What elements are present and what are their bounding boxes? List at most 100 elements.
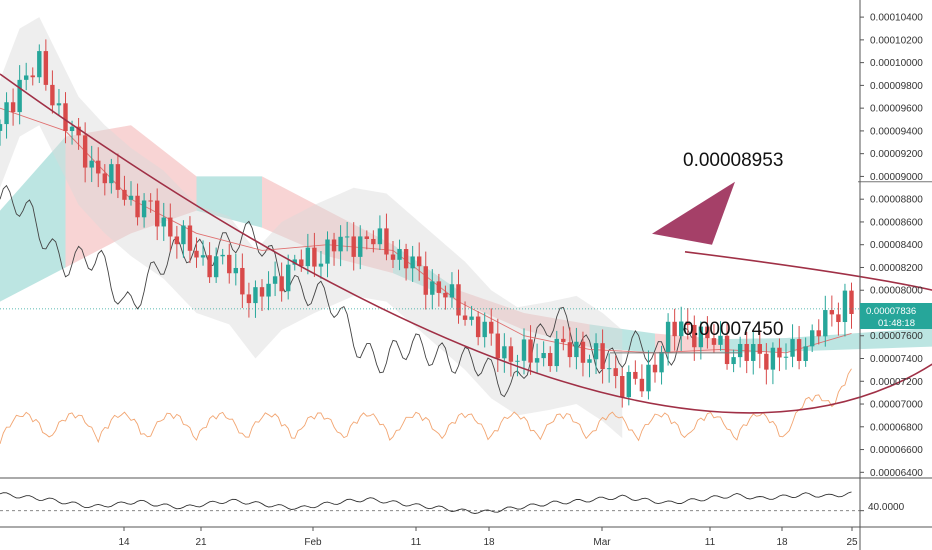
- candle-body: [200, 255, 206, 258]
- candle-body: [436, 281, 442, 293]
- candle-body: [475, 316, 481, 338]
- candle-body: [364, 236, 369, 239]
- candle-body: [665, 321, 671, 352]
- candle-body: [69, 126, 75, 132]
- candle-body: [56, 103, 62, 106]
- lower-level-label: 0.00007450: [683, 319, 783, 340]
- price-tick-label: 0.00008000: [870, 286, 923, 297]
- candle-body: [63, 103, 68, 132]
- candle-body: [109, 164, 114, 184]
- candle-body: [161, 217, 166, 227]
- price-pane[interactable]: [0, 17, 932, 479]
- price-tick-label: 0.00006800: [870, 422, 923, 433]
- candle-countdown: 01:48:18: [878, 318, 915, 329]
- candle-body: [17, 79, 22, 113]
- candle-body: [168, 217, 173, 237]
- candle-body: [76, 126, 81, 136]
- candle-body: [482, 321, 487, 338]
- candle-body: [266, 283, 271, 297]
- candle-body: [462, 315, 468, 320]
- candle-body: [777, 347, 782, 358]
- candle-body: [593, 343, 599, 360]
- candle-body: [443, 292, 448, 298]
- candle-body: [587, 359, 592, 363]
- price-tick-label: 0.00010200: [870, 35, 923, 46]
- target-arrow-head: [652, 181, 735, 245]
- candle-body: [796, 339, 802, 361]
- candle-body: [24, 75, 29, 80]
- price-tick-label: 0.00007200: [870, 377, 923, 388]
- candle-body: [554, 338, 559, 367]
- candle-body: [508, 346, 514, 362]
- candle-body: [692, 324, 697, 348]
- time-tick-label: 11: [411, 537, 422, 548]
- price-tick-label: 0.00009600: [870, 104, 923, 115]
- candle-body: [371, 238, 376, 245]
- price-tick-label: 0.00008400: [870, 240, 923, 251]
- candle-body: [155, 200, 160, 227]
- candle-body: [207, 255, 212, 278]
- candle-body: [633, 371, 638, 379]
- price-tick-label: 0.00007000: [870, 400, 923, 411]
- candle-body: [764, 353, 769, 370]
- candle-body: [502, 346, 507, 359]
- candle-body: [417, 256, 422, 267]
- candle-body: [534, 358, 540, 363]
- rsi-pane[interactable]: [0, 491, 864, 514]
- candle-body: [141, 200, 147, 218]
- candle-body: [620, 376, 625, 398]
- candle-body: [82, 135, 88, 168]
- candle-body: [194, 250, 199, 258]
- time-tick-label: 18: [483, 537, 495, 548]
- time-axis[interactable]: 14 21 Feb 11 18 Mar 11 18 25: [0, 526, 932, 548]
- price-tick-label: 0.00007600: [870, 331, 923, 342]
- candle-body: [521, 339, 527, 361]
- ichimoku-cloud-segment: [65, 125, 131, 268]
- candle-body: [128, 195, 134, 200]
- candle-body: [449, 284, 455, 298]
- candle-body: [338, 236, 343, 252]
- candle-body: [299, 259, 304, 267]
- price-axis[interactable]: 0.00010400 0.00010200 0.00010000 0.00009800…: [859, 0, 923, 550]
- candle-body: [770, 347, 776, 370]
- current-price-tag: 0.00007836 01:48:18: [860, 303, 932, 329]
- candle-body: [37, 51, 42, 78]
- candle-body: [227, 254, 232, 274]
- time-tick-label: 18: [776, 537, 788, 548]
- candle-body: [724, 335, 730, 365]
- price-tick-label: 0.00010400: [870, 13, 923, 24]
- candle-body: [718, 335, 723, 345]
- candle-body: [679, 321, 684, 337]
- candle-body: [783, 356, 789, 358]
- rounded-bottom-curve: [0, 73, 932, 414]
- candle-body: [50, 84, 55, 106]
- candle-body: [528, 339, 533, 363]
- price-tick-label: 0.00006400: [870, 468, 923, 479]
- candle-body: [561, 338, 566, 343]
- candle-body: [626, 371, 631, 398]
- candle-body: [318, 263, 324, 267]
- candle-body: [351, 236, 356, 257]
- price-tick-label: 0.00009400: [870, 126, 923, 137]
- candle-body: [790, 339, 795, 357]
- ichimoku-cloud-segment: [589, 324, 655, 353]
- candle-body: [253, 287, 258, 304]
- candle-body: [515, 360, 520, 362]
- candle-body: [469, 316, 474, 320]
- candle-body: [810, 330, 815, 347]
- candle-body: [751, 344, 756, 361]
- candle-body: [567, 342, 573, 358]
- candle-body: [606, 368, 612, 370]
- candle-body: [613, 368, 618, 377]
- ichimoku-cloud-segment: [917, 327, 932, 348]
- candle-body: [135, 195, 140, 218]
- candle-body: [344, 236, 350, 238]
- candle-body: [220, 254, 225, 257]
- candle-body: [390, 254, 396, 260]
- candle-body: [240, 267, 245, 295]
- time-tick-label: 14: [118, 537, 130, 548]
- candle-body: [377, 228, 383, 245]
- candle-body: [698, 326, 704, 348]
- shaded-band: [0, 17, 623, 439]
